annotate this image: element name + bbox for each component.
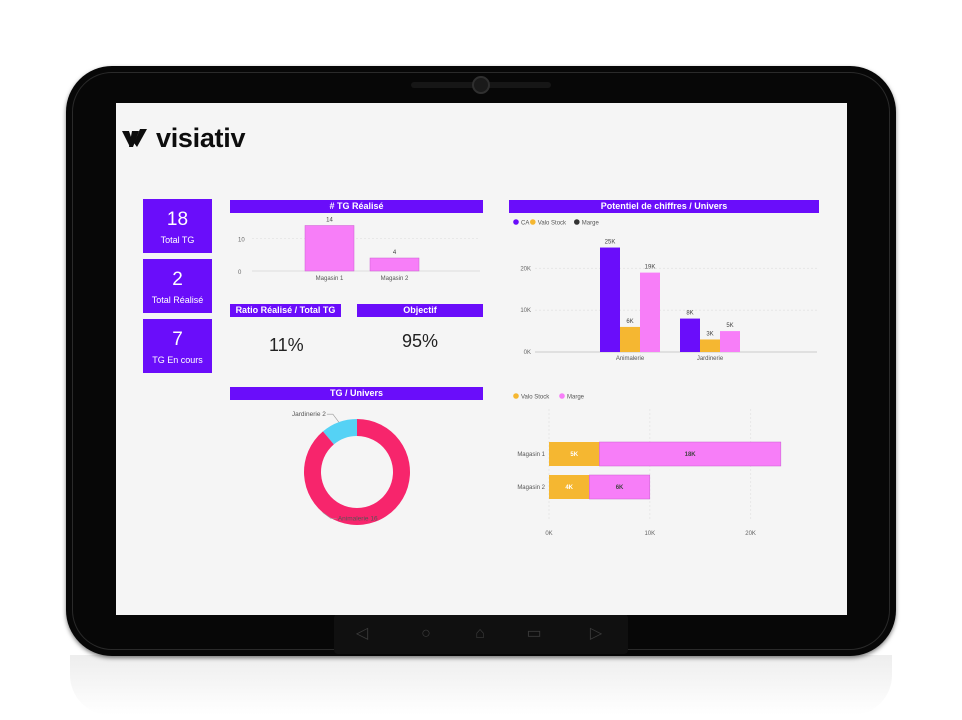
bar xyxy=(640,272,660,352)
kpi-total-realise: 2 Total Réalisé xyxy=(143,259,212,313)
data-label: 19K xyxy=(645,265,656,271)
brand-logo: visiativ xyxy=(120,123,245,153)
leader-line xyxy=(322,512,337,519)
bar xyxy=(369,257,420,272)
x-tick-label: 10K xyxy=(644,531,655,537)
chart-tg-univers: Jardinerie 2 Animalerie 16 xyxy=(292,411,410,525)
x-tick-label: Jardinerie xyxy=(697,356,724,362)
data-label: 3K xyxy=(706,331,713,337)
data-label: 6K xyxy=(626,319,633,325)
bar xyxy=(700,339,720,352)
chart-tg-realise: 10 0 14 Magasin 1 4 Magasin 2 xyxy=(238,218,480,282)
legend-marker xyxy=(559,393,565,399)
y-tick-label: 0 xyxy=(238,270,242,276)
donut-slice xyxy=(322,419,357,445)
data-label: 14 xyxy=(326,218,333,224)
legend-label: Valo Stock xyxy=(538,221,567,227)
kpi-label: TG En cours xyxy=(152,355,203,365)
data-label: 18K xyxy=(685,452,697,458)
tablet-reflection xyxy=(70,655,892,715)
y-tick-label: 20K xyxy=(520,266,531,272)
bar-segment xyxy=(549,475,590,499)
y-tick-label: 0K xyxy=(524,350,531,356)
x-tick-label: Magasin 2 xyxy=(381,276,409,282)
bar xyxy=(720,331,740,352)
x-tick-label: Magasin 1 xyxy=(316,276,344,282)
home-icon[interactable]: ⌂ xyxy=(475,625,485,642)
bar xyxy=(680,318,700,352)
bar xyxy=(304,225,355,272)
slice-label: Jardinerie 2 xyxy=(292,411,326,418)
back-icon[interactable]: ◁ xyxy=(355,625,369,642)
camera-icon xyxy=(472,76,490,94)
data-label: 4K xyxy=(565,485,573,491)
kpi-label: Total TG xyxy=(160,235,195,245)
windows-icon[interactable]: ▭ xyxy=(526,625,542,642)
kpi-value: 7 xyxy=(172,329,183,350)
forward-icon[interactable]: ▷ xyxy=(589,625,603,642)
data-label: 5K xyxy=(570,452,578,458)
bar xyxy=(620,326,640,352)
legend-marker xyxy=(513,219,519,225)
data-label: 4 xyxy=(393,250,397,256)
bar-segment xyxy=(599,441,782,467)
ratio-value: 11% xyxy=(269,335,304,355)
kpi-label: Total Réalisé xyxy=(151,295,204,305)
objectif-value: 95% xyxy=(402,331,439,351)
legend-label: Valo Stock xyxy=(521,395,550,401)
visiativ-logo-icon xyxy=(122,129,147,147)
y-tick-label: Magasin 1 xyxy=(517,452,545,458)
header-ratio: Ratio Réalisé / Total TG xyxy=(230,304,341,317)
kpi-total-tg: 18 Total TG xyxy=(143,199,212,253)
x-tick-label: Animalerie xyxy=(616,356,645,362)
x-tick-label: 20K xyxy=(745,531,756,537)
legend-marker xyxy=(513,393,519,399)
dashboard-screen: visiativ 18 Total TG 2 Total Réalisé 7 T… xyxy=(116,103,847,615)
bar xyxy=(600,247,620,352)
brand-name: visiativ xyxy=(156,123,246,153)
chart-potentiel: CA Valo Stock Marge 20K 10K 0K 25K 6K 19K Animale… xyxy=(513,219,817,362)
data-label: 8K xyxy=(686,311,693,317)
x-tick-label: 0K xyxy=(545,531,552,537)
legend-marker xyxy=(530,219,536,225)
slice-label: Animalerie 16 xyxy=(338,516,378,523)
bar-segment xyxy=(589,474,651,500)
donut-slice xyxy=(304,419,410,525)
legend-label: CA xyxy=(521,221,529,227)
y-tick-label: Magasin 2 xyxy=(517,485,545,491)
header-objectif: Objectif xyxy=(357,304,483,317)
data-label: 6K xyxy=(616,485,624,491)
chart-magasin-stacked: Valo Stock Marge 0K 10K 20K Magasin 1 5K 18K Mag… xyxy=(513,393,782,537)
kpi-value: 18 xyxy=(166,209,189,230)
data-label: 25K xyxy=(605,240,616,246)
y-tick-label: 10 xyxy=(238,238,245,244)
kpi-value: 2 xyxy=(172,269,183,290)
kpi-tg-en-cours: 7 TG En cours xyxy=(143,319,212,373)
data-label: 5K xyxy=(726,323,733,329)
bar-segment xyxy=(549,442,600,466)
header-tg-univers: TG / Univers xyxy=(230,387,483,400)
header-potentiel: Potentiel de chiffres / Univers xyxy=(509,200,819,213)
legend-label: Marge xyxy=(567,395,585,401)
tablet-nav-bar: ◁ ○ ⌂ ▭ ▷ xyxy=(334,614,628,654)
header-tg-realise: # TG Réalisé xyxy=(230,200,483,213)
y-tick-label: 10K xyxy=(520,308,531,314)
search-icon[interactable]: ○ xyxy=(421,625,431,642)
legend-label: Marge xyxy=(582,221,600,227)
leader-line xyxy=(326,413,340,423)
legend-marker xyxy=(574,219,580,225)
